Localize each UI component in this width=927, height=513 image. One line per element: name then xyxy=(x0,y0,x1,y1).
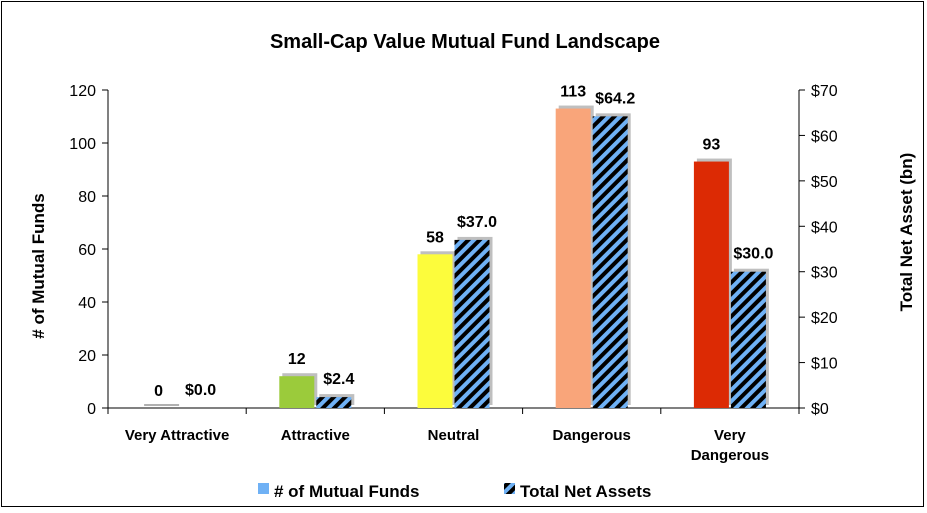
data-label-funds: 0 xyxy=(154,383,163,400)
data-label-funds: 93 xyxy=(703,137,721,154)
y2-tick-label: $30 xyxy=(811,265,838,282)
data-label-funds: 12 xyxy=(288,351,306,368)
bar-mutual-funds xyxy=(144,404,180,406)
y2-tick-label: $70 xyxy=(811,83,838,100)
bar-mutual-funds xyxy=(417,254,453,408)
y2-tick-label: $0 xyxy=(811,401,829,418)
y-axis-left: 0 20 40 60 80 100 120 xyxy=(69,83,109,418)
y-axis-right: $0 $10 $20 $30 $40 $50 $60 $70 xyxy=(798,83,838,418)
y2-tick-label: $60 xyxy=(811,128,838,145)
y2-tick-label: $10 xyxy=(811,356,838,373)
bars xyxy=(144,105,769,409)
y-tick-label: 0 xyxy=(87,401,96,418)
chart-title: Small-Cap Value Mutual Fund Landscape xyxy=(270,31,660,53)
legend-swatch-funds xyxy=(258,483,269,494)
bar-net-assets xyxy=(454,239,490,408)
x-tick-label: Attractive xyxy=(281,427,350,444)
data-label-assets: $37.0 xyxy=(457,214,497,231)
y-tick-label: 60 xyxy=(78,242,96,259)
legend-label-funds: # of Mutual Funds xyxy=(274,482,419,501)
y2-axis-title: Total Net Asset (bn) xyxy=(897,153,916,312)
y-tick-label: 80 xyxy=(78,189,96,206)
legend: # of Mutual Funds Total Net Assets xyxy=(258,482,651,501)
y2-tick-label: $20 xyxy=(811,310,838,327)
y2-tick-label: $50 xyxy=(811,174,838,191)
y-tick-label: 120 xyxy=(69,83,96,100)
y-tick-label: 40 xyxy=(78,295,96,312)
y-tick-label: 100 xyxy=(69,136,96,153)
legend-label-assets: Total Net Assets xyxy=(520,482,651,501)
bar-mutual-funds xyxy=(555,108,591,409)
bar-mutual-funds xyxy=(279,376,315,408)
x-tick-label: Very Attractive xyxy=(125,427,230,444)
data-label-assets: $0.0 xyxy=(185,382,216,399)
data-label-assets: $64.2 xyxy=(595,90,635,107)
x-tick-label: Very Dangerous xyxy=(691,427,769,464)
bar-net-assets xyxy=(730,271,766,408)
bar-net-assets xyxy=(316,397,352,408)
data-label-assets: $2.4 xyxy=(323,371,354,388)
data-label-funds: 113 xyxy=(560,84,586,101)
y-tick-label: 20 xyxy=(78,348,96,365)
x-tick-label: Dangerous xyxy=(553,427,631,444)
data-label-assets: $30.0 xyxy=(733,246,773,263)
x-tick-label: Neutral xyxy=(428,427,480,444)
bar-net-assets xyxy=(592,116,628,408)
x-axis: Very Attractive Attractive Neutral Dangerou… xyxy=(107,407,800,464)
bar-mutual-funds xyxy=(693,161,729,408)
data-label-funds: 58 xyxy=(426,229,444,246)
y2-tick-label: $40 xyxy=(811,219,838,236)
y-axis-title: # of Mutual Funds xyxy=(29,193,48,338)
legend-swatch-assets xyxy=(504,483,515,494)
data-labels: 0 $0.0 12 $2.4 58 $37.0 113 $64.2 93 $30.0 xyxy=(154,84,773,400)
